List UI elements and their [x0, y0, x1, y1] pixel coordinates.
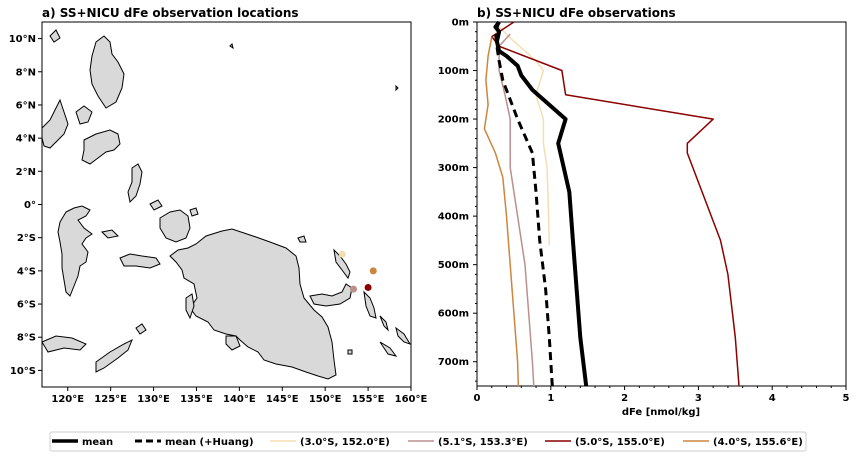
legend-label: (5.0°S, 155.0°E)	[575, 437, 665, 448]
observation-point	[350, 285, 358, 293]
luzon-landmass	[89, 35, 125, 109]
profile-y-tick-label: 400m	[438, 212, 469, 223]
profile-title: b) SS+NICU dFe observations	[477, 6, 676, 20]
legend-label: mean	[82, 437, 113, 448]
map-lat-tick-label: 8°S	[17, 333, 36, 344]
profile-x-tick-label: 2	[621, 393, 628, 404]
map-lon-tick-label: 120°E	[51, 394, 84, 405]
profile-x-tick-label: 0	[474, 393, 481, 404]
mindanao-landmass	[81, 129, 121, 165]
map-lon-axis: 120°E 125°E 130°E 135°E 140°E 145°E 150°E 155°E…	[51, 387, 428, 405]
legend-label: (3.0°S, 152.0°E)	[300, 437, 390, 448]
profile-x-axis: 0 1 2 3 4 5	[474, 386, 850, 404]
profile-x-tick-label: 4	[769, 393, 776, 404]
profile-x-label: dFe [nmol/kg]	[622, 407, 700, 418]
legend: mean mean (+Huang) (3.0°S, 152.0°E) (5.1°S,…	[52, 437, 803, 448]
map-lon-tick-label: 135°E	[180, 394, 213, 405]
solomon-islands	[379, 315, 412, 357]
profile-y-tick-label: 100m	[438, 66, 469, 77]
map-lon-tick-label: 130°E	[137, 394, 170, 405]
borneo-landmass	[41, 98, 69, 149]
map-lat-tick-label: 10°N	[9, 34, 36, 45]
profile-y-axis: 0m 100m 200m 300m 400m 500m 600m 700m	[438, 18, 477, 382]
sulawesi-landmass	[57, 205, 93, 297]
observation-point	[369, 267, 377, 275]
legend-label: mean (+Huang)	[165, 437, 254, 448]
observation-point	[338, 250, 346, 258]
lesser-sunda-islands	[41, 335, 87, 353]
observation-point	[364, 283, 372, 291]
map-lon-tick-label: 155°E	[352, 394, 385, 405]
map-lat-tick-label: 4°S	[17, 266, 36, 277]
profile-x-tick-label: 1	[547, 393, 554, 404]
map-lat-tick-label: 6°S	[17, 300, 36, 311]
map-observation-points	[338, 250, 377, 293]
map-lon-tick-label: 125°E	[94, 394, 127, 405]
map-title: a) SS+NICU dFe observation locations	[42, 6, 299, 20]
profile-line	[491, 21, 740, 387]
map-lat-axis: 10°N 8°N 6°N 4°N 2°N 0° 2°S 4°S 6°S 8°S 10°S	[9, 34, 42, 377]
map-lat-tick-label: 2°N	[16, 167, 36, 178]
map-lon-tick-label: 140°E	[223, 394, 256, 405]
profile-line	[483, 36, 520, 387]
yos-sudarso-island	[225, 335, 241, 351]
map-lat-tick-label: 0°	[24, 200, 36, 211]
profile-series	[483, 20, 740, 387]
timor-landmass	[95, 338, 133, 373]
small-islands	[49, 29, 399, 355]
legend-label: (4.0°S, 155.6°E)	[713, 437, 803, 448]
legend-label: (5.1°S, 153.3°E)	[438, 437, 528, 448]
map-lat-tick-label: 10°S	[10, 366, 36, 377]
map-lat-tick-label: 8°N	[16, 67, 36, 78]
aru-islands	[185, 293, 195, 320]
map-lat-tick-label: 6°N	[16, 100, 36, 111]
halmahera-landmass	[127, 163, 143, 204]
seram-landmass	[119, 253, 161, 269]
visayas-islands	[75, 105, 93, 125]
profile-line	[493, 21, 554, 387]
profile-y-tick-label: 700m	[438, 357, 469, 368]
profile-frame	[476, 21, 847, 387]
map-lon-tick-label: 150°E	[309, 394, 342, 405]
profile-x-tick-label: 5	[843, 393, 850, 404]
profile-line	[493, 20, 589, 387]
new-guinea-landmass	[169, 228, 337, 380]
map-lon-tick-label: 160°E	[395, 394, 428, 405]
bird-head-landmass	[159, 209, 191, 243]
profile-y-tick-label: 200m	[438, 115, 469, 126]
map-lat-tick-label: 2°S	[17, 233, 36, 244]
profile-y-tick-label: 500m	[438, 260, 469, 271]
profile-line	[498, 26, 551, 246]
bougainville-landmass	[363, 290, 377, 319]
profile-y-tick-label: 0m	[452, 18, 469, 29]
profile-y-tick-label: 300m	[438, 163, 469, 174]
map-lon-tick-label: 145°E	[266, 394, 299, 405]
map-lat-tick-label: 4°N	[16, 134, 36, 145]
profile-y-tick-label: 600m	[438, 309, 469, 320]
map-landmasses	[41, 29, 412, 380]
profile-x-tick-label: 3	[695, 393, 702, 404]
